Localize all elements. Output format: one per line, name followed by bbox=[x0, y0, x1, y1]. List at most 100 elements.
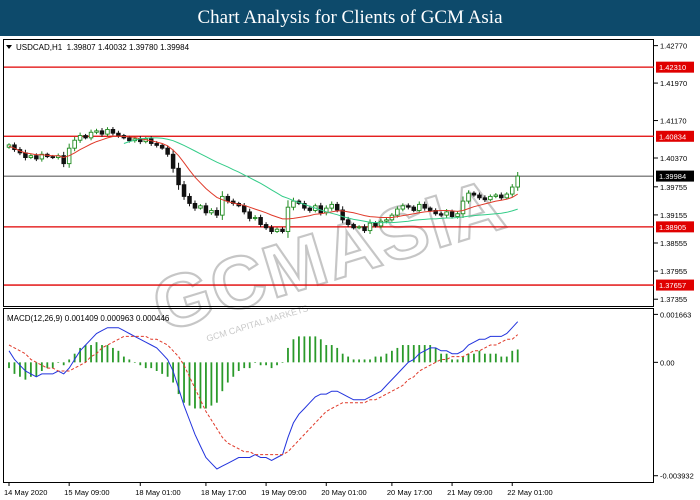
time-tick-label-1: 15 May 09:00 bbox=[64, 488, 109, 497]
candle-body-74 bbox=[411, 206, 417, 211]
macd-hist-bar-19 bbox=[112, 347, 114, 363]
macd-hist-bar-50 bbox=[281, 362, 284, 363]
macd-hist-bar-22 bbox=[128, 359, 131, 363]
candle-body-13 bbox=[77, 135, 83, 141]
candle-body-45 bbox=[252, 217, 258, 219]
price-tick-label-2: 1.41170 bbox=[660, 117, 687, 126]
candle-body-73 bbox=[406, 205, 411, 208]
macd-hist-bar-40 bbox=[226, 362, 229, 383]
macd-hist-bar-44 bbox=[248, 362, 251, 369]
macd-hist-bar-8 bbox=[51, 362, 54, 369]
macd-hist-bar-32 bbox=[183, 362, 185, 403]
candle-body-79 bbox=[438, 213, 444, 216]
macd-hist-bar-59 bbox=[330, 345, 333, 363]
macd-hist-bar-64 bbox=[358, 359, 360, 363]
macd-hist-bar-74 bbox=[412, 345, 415, 363]
macd-hist-bar-85 bbox=[473, 353, 475, 363]
macd-hist-bar-42 bbox=[237, 362, 240, 371]
price-tick-label-7: 1.37955 bbox=[660, 267, 687, 276]
macd-hist-bar-38 bbox=[215, 362, 218, 403]
candle-body-19 bbox=[110, 128, 116, 134]
macd-hist-bar-27 bbox=[155, 362, 158, 371]
candle-body-71 bbox=[395, 208, 400, 216]
candle-body-82 bbox=[455, 213, 460, 218]
symbol-dropdown-icon[interactable] bbox=[6, 45, 12, 49]
macd-hist-bar-77 bbox=[429, 345, 432, 363]
price-tick-label-0: 1.42770 bbox=[660, 42, 687, 51]
candle-body-66 bbox=[367, 222, 373, 232]
price-tick-label-5: 1.39155 bbox=[660, 211, 687, 220]
macd-hist-bar-63 bbox=[352, 359, 355, 363]
candle-body-43 bbox=[241, 205, 247, 213]
macd-hist-bar-65 bbox=[363, 359, 366, 363]
price-tick-label-6: 1.38555 bbox=[660, 239, 687, 248]
candle-body-59 bbox=[329, 203, 334, 209]
price-tick-label-3: 1.40370 bbox=[660, 154, 687, 163]
candle-body-63 bbox=[351, 224, 356, 229]
macd-hist-bar-73 bbox=[407, 345, 410, 363]
candle-body-31 bbox=[176, 167, 181, 186]
candle-body-20 bbox=[116, 132, 121, 136]
time-tick-label-0: 14 May 2020 bbox=[4, 488, 47, 497]
candle-body-91 bbox=[504, 193, 510, 199]
macd-hist-bar-20 bbox=[117, 350, 120, 363]
macd-hist-bar-48 bbox=[270, 362, 273, 369]
macd-hist-bar-26 bbox=[150, 362, 153, 369]
macd-hist-bar-25 bbox=[144, 362, 147, 369]
macd-hist-bar-16 bbox=[95, 342, 98, 363]
level-tag-label-3: 1.37657 bbox=[659, 281, 686, 290]
macd-hist-bar-66 bbox=[369, 359, 371, 363]
time-tick-label-5: 20 May 01:00 bbox=[321, 488, 366, 497]
macd-hist-bar-67 bbox=[374, 356, 377, 363]
macd-hist-bar-4 bbox=[29, 362, 32, 377]
candle-body-39 bbox=[220, 195, 225, 216]
macd-hist-bar-49 bbox=[276, 362, 278, 366]
macd-hist-bar-33 bbox=[188, 362, 191, 406]
candle-body-68 bbox=[378, 220, 384, 227]
macd-hist-bar-62 bbox=[347, 356, 350, 363]
macd-hist-bar-29 bbox=[166, 362, 169, 377]
macd-hist-bar-69 bbox=[385, 353, 388, 363]
macd-hist-bar-51 bbox=[287, 347, 289, 363]
candle-body-83 bbox=[460, 200, 466, 215]
candle-body-38 bbox=[214, 210, 220, 216]
candle-body-33 bbox=[187, 195, 192, 204]
macd-hist-bar-10 bbox=[62, 362, 65, 366]
banner-title: Chart Analysis for Clients of GCM Asia bbox=[0, 0, 700, 36]
candle-body-8 bbox=[50, 156, 56, 159]
macd-hist-bar-45 bbox=[254, 362, 257, 363]
macd-pane bbox=[3, 308, 654, 483]
macd-hist-bar-9 bbox=[57, 362, 60, 363]
macd-hist-bar-87 bbox=[483, 353, 486, 363]
macd-hist-bar-83 bbox=[462, 356, 464, 363]
current-price-tag bbox=[656, 170, 694, 182]
macd-hist-bar-24 bbox=[139, 362, 142, 366]
macd-hist-bar-91 bbox=[505, 356, 508, 363]
level-tag-0 bbox=[656, 61, 694, 73]
macd-hist-bar-5 bbox=[35, 362, 38, 377]
candle-body-49 bbox=[274, 228, 280, 232]
macd-hist-bar-21 bbox=[122, 356, 125, 363]
macd-hist-bar-60 bbox=[336, 347, 339, 363]
candle-body-75 bbox=[417, 203, 422, 211]
candle-body-16 bbox=[94, 130, 99, 133]
candle-body-60 bbox=[334, 203, 340, 211]
level-tag-label-0: 1.42310 bbox=[659, 63, 686, 72]
candle-body-15 bbox=[88, 131, 94, 139]
macd-hist-bar-61 bbox=[341, 353, 344, 363]
macd-hist-bar-7 bbox=[46, 362, 49, 369]
macd-header: MACD(12,26,9) 0.001409 0.000963 0.000446 bbox=[7, 314, 170, 323]
candle-body-80 bbox=[444, 211, 449, 216]
macd-hist-bar-88 bbox=[489, 353, 492, 363]
candle-body-65 bbox=[362, 226, 367, 232]
candle-body-22 bbox=[127, 137, 132, 142]
candle-body-28 bbox=[159, 144, 165, 149]
candle-body-90 bbox=[499, 194, 504, 199]
candle-body-85 bbox=[471, 192, 477, 196]
macd-hist-bar-37 bbox=[210, 362, 213, 406]
time-tick-label-2: 18 May 01:00 bbox=[135, 488, 180, 497]
candle-body-64 bbox=[356, 226, 362, 229]
macd-hist-bar-12 bbox=[73, 353, 76, 363]
macd-hist-bar-47 bbox=[265, 362, 267, 366]
time-tick-label-6: 20 May 17:00 bbox=[387, 488, 432, 497]
